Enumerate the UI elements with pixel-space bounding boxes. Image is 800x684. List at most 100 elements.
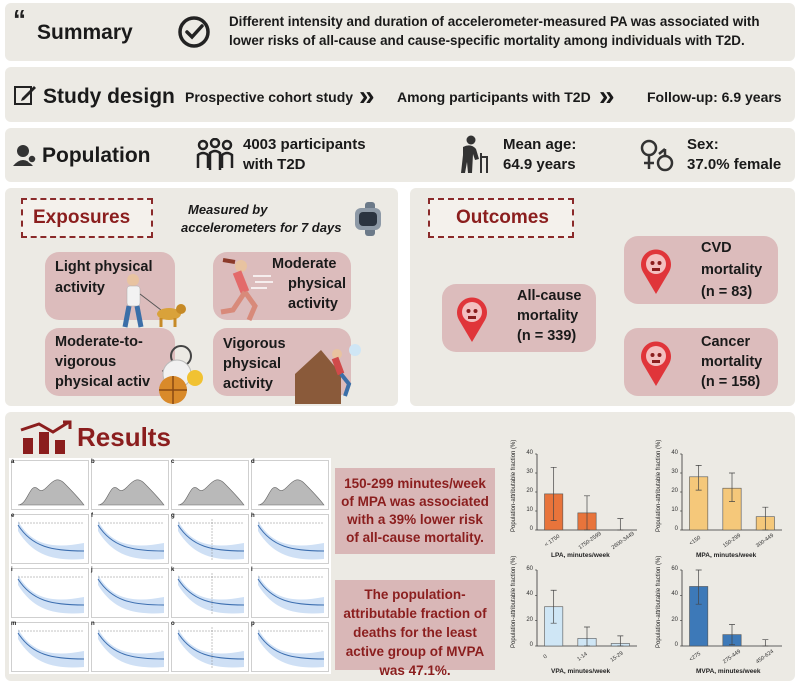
finding-2-text: The population-attributable fraction of … (343, 587, 487, 678)
edit-icon (14, 86, 36, 105)
error-bar (617, 518, 624, 531)
spline-panel-letter: h (251, 513, 255, 519)
y-tick-label: 10 (526, 507, 533, 513)
chart-trend-icon (20, 420, 72, 454)
spline-panel-letter: e (11, 513, 15, 519)
paf-bar-chart: 0 10 20 30 40 < 1750 1750-2599 2600-3449 LPA, mi… (501, 440, 646, 564)
exposures-heading: Exposures (33, 207, 131, 228)
cancer-line-3: (n = 158) (701, 374, 761, 390)
summary-text-2: lower risks of all-cause and cause-speci… (229, 33, 745, 48)
error-bar (729, 472, 735, 502)
skull-location-pin-icon (641, 341, 671, 386)
outcomes-heading: Outcomes (456, 207, 549, 228)
spline-panel-letter: c (171, 459, 175, 465)
person-icon (13, 145, 37, 166)
y-tick-label: 30 (671, 469, 678, 475)
y-tick-label: 60 (671, 566, 678, 572)
participants-line-1: 4003 participants (243, 136, 366, 153)
y-tick-label: 20 (671, 616, 678, 623)
y-tick-label: 20 (526, 616, 533, 623)
y-tick-label: 40 (671, 591, 678, 598)
finding-1-text: 150-299 minutes/week of MPA was associat… (341, 476, 489, 545)
y-axis-label: Population-attributable fraction (%) (656, 555, 662, 648)
spline-panel-letter: d (251, 459, 255, 465)
population-heading: Population (42, 144, 151, 167)
double-chevron-icon: » (599, 80, 615, 111)
y-tick-label: 0 (529, 642, 533, 648)
light-activity-card (45, 252, 175, 320)
spline-panel-plot (17, 629, 85, 668)
spline-panel-letter: l (251, 567, 253, 573)
density-curve (177, 479, 245, 506)
population-panel: Population 4003 participants with T2D Me… (5, 128, 795, 182)
skull-location-pin-icon (641, 249, 671, 294)
spline-panel-letter: f (91, 513, 93, 519)
mvpa-line-2: vigorous (55, 354, 117, 370)
x-axis-label: MVPA, minutes/week (696, 668, 761, 675)
sex-line-1: Sex: (687, 136, 719, 153)
spline-panel: j (91, 567, 169, 618)
vigorous-line-2: physical (223, 356, 282, 372)
sports-balls-illustration (159, 345, 203, 404)
spline-panel-plot (257, 479, 325, 506)
spline-panel: k (171, 567, 249, 618)
y-tick-label: 60 (526, 566, 533, 572)
spline-line (177, 524, 245, 552)
spline-panel-plot (97, 479, 165, 506)
spline-panel: f (91, 513, 169, 564)
spline-panel: m (11, 621, 89, 672)
spline-panel-letter: a (11, 459, 15, 465)
error-bar (762, 639, 769, 647)
error-bar (762, 506, 769, 531)
spline-panel: i (11, 567, 89, 618)
spline-panel-plot (177, 573, 245, 615)
summary-text-1: Different intensity and duration of acce… (229, 14, 760, 29)
spline-panel: o (171, 621, 249, 672)
spline-line (97, 524, 165, 552)
study-design-panel: Study design Prospective cohort study » … (5, 67, 795, 122)
error-bar (729, 624, 735, 646)
outcomes-heading-box (428, 198, 574, 238)
light-line-2: activity (55, 280, 105, 296)
y-tick-label: 20 (671, 488, 678, 494)
cvd-line-3: (n = 83) (701, 284, 753, 300)
spline-line (177, 578, 245, 606)
allcause-line-1: All-cause (517, 288, 582, 304)
confidence-band (258, 629, 324, 668)
skull-location-pin-icon (457, 297, 487, 342)
y-tick-label: 20 (526, 488, 533, 494)
spline-panel: e (11, 513, 89, 564)
error-bar (550, 466, 557, 521)
y-tick-label: 30 (526, 469, 533, 475)
cvd-line-2: mortality (701, 262, 763, 278)
exposures-heading-box (21, 198, 153, 238)
y-tick-label: 0 (674, 526, 678, 532)
confidence-band (258, 521, 324, 560)
spline-panel-letter: b (91, 459, 95, 465)
confidence-band (258, 575, 324, 614)
spline-panel-plot (17, 575, 85, 614)
spline-panel: h (251, 513, 329, 564)
y-tick-label: 0 (674, 642, 678, 648)
results-heading: Results (77, 422, 171, 452)
mvpa-line-1: Moderate-to- (55, 334, 143, 350)
spline-panel-plot (97, 575, 165, 614)
density-curve (97, 479, 165, 506)
spline-line (257, 578, 325, 606)
y-axis-label: Population-attributable fraction (%) (511, 555, 517, 648)
confidence-band (178, 575, 244, 614)
age-line-1: Mean age: (503, 136, 577, 153)
spline-panel-letter: o (171, 621, 175, 627)
vigorous-line-1: Vigorous (223, 336, 286, 352)
moderate-line-2: physical (288, 276, 347, 292)
spline-panel-plot (257, 575, 325, 614)
spline-line (177, 632, 245, 660)
y-tick-label: 10 (671, 507, 678, 513)
spline-line (17, 632, 85, 660)
mvpa-card (45, 328, 175, 396)
bar-chart-grid: 0 10 20 30 40 < 1750 1750-2599 2600-3449 LPA, mi… (501, 440, 791, 680)
quote-icon: “ (13, 4, 26, 34)
spline-panel-letter: k (171, 567, 175, 573)
exposures-panel: Exposures Measured by accelerometers for… (5, 188, 398, 406)
spline-panel-plot (177, 519, 245, 561)
